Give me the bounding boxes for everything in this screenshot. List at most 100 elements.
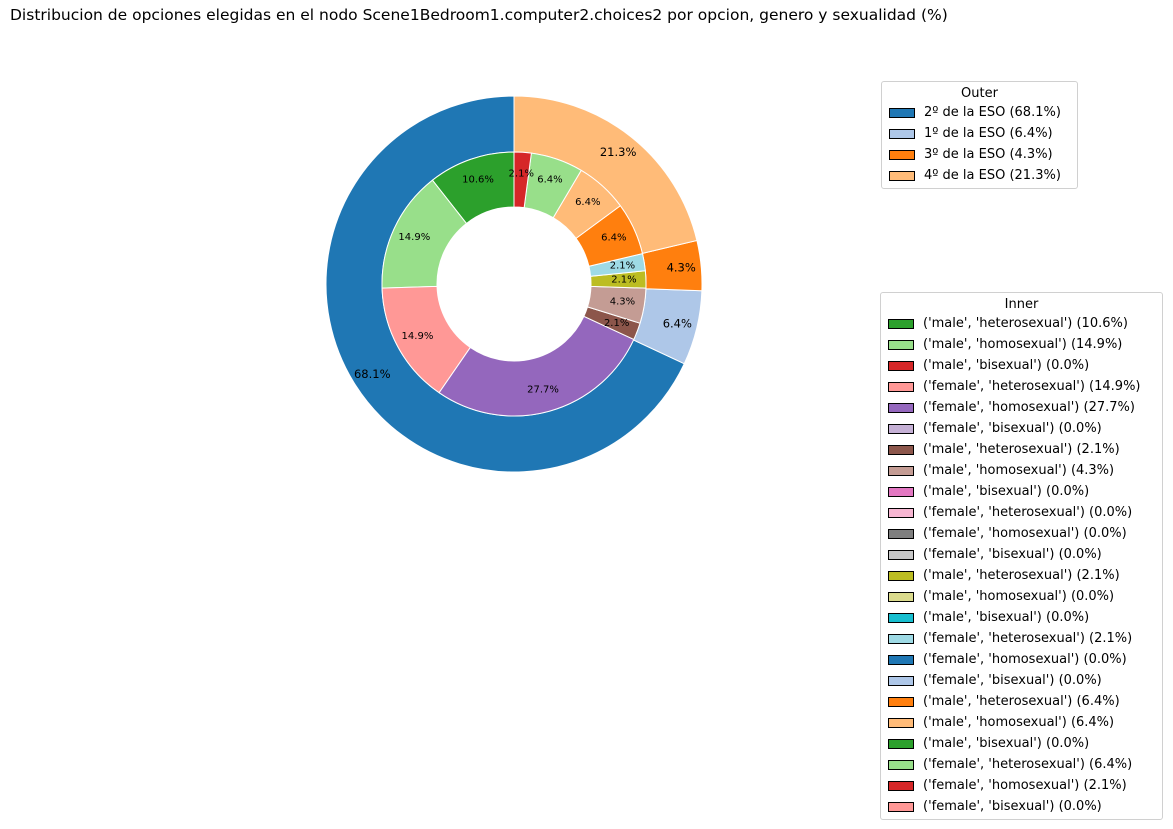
legend-inner-swatch xyxy=(888,613,914,623)
inner-value-labels: 10.6%14.9%14.9%27.7%2.1%4.3%2.1%2.1%6.4%… xyxy=(398,169,636,396)
legend-inner-label: ('female', 'homosexual') (0.0%) xyxy=(923,526,1127,541)
legend-inner-item: ('male', 'bisexual') (0.0%) xyxy=(881,357,1162,378)
legend-inner-item: ('female', 'bisexual') (0.0%) xyxy=(881,546,1162,567)
legend-inner-item: ('female', 'homosexual') (27.7%) xyxy=(881,399,1162,420)
legend-inner-swatch xyxy=(888,655,914,665)
inner-value-label: 2.1% xyxy=(604,318,629,329)
legend-inner-item: ('male', 'bisexual') (0.0%) xyxy=(881,735,1162,756)
legend-outer-swatch xyxy=(889,150,915,160)
legend-inner-swatch xyxy=(888,466,914,476)
legend-inner-label: ('male', 'homosexual') (14.9%) xyxy=(923,337,1123,352)
inner-value-label: 6.4% xyxy=(575,197,600,208)
inner-value-label: 2.1% xyxy=(611,275,636,286)
legend-outer-swatch xyxy=(889,108,915,118)
legend-outer-label: 4º de la ESO (21.3%) xyxy=(924,168,1061,183)
legend-inner-label: ('female', 'bisexual') (0.0%) xyxy=(923,547,1102,562)
legend-inner-swatch xyxy=(888,424,914,434)
outer-value-labels: 68.1% 6.4% 4.3% 21.3% xyxy=(354,145,696,381)
inner-slice xyxy=(513,151,532,209)
legend-inner-label: ('male', 'heterosexual') (2.1%) xyxy=(923,568,1120,583)
legend-outer-item: 4º de la ESO (21.3%) xyxy=(882,167,1077,188)
legend-inner-label: ('male', 'heterosexual') (10.6%) xyxy=(923,316,1128,331)
inner-value-label: 2.1% xyxy=(610,260,635,271)
chart-title: Distribucion de opciones elegidas en el … xyxy=(10,6,948,24)
legend-outer-item: 2º de la ESO (68.1%) xyxy=(882,104,1077,125)
inner-value-label: 6.4% xyxy=(537,175,562,186)
legend-inner-item: ('female', 'homosexual') (0.0%) xyxy=(881,525,1162,546)
inner-value-label: 2.1% xyxy=(509,169,534,180)
legend-inner-swatch xyxy=(888,571,914,581)
legend-inner-swatch xyxy=(888,529,914,539)
legend-inner-swatch xyxy=(888,403,914,413)
legend-inner-swatch xyxy=(888,319,914,329)
inner-ring xyxy=(381,151,647,417)
legend-inner-swatch xyxy=(888,802,914,812)
legend-inner-label: ('male', 'heterosexual') (2.1%) xyxy=(923,442,1120,457)
legend-inner-swatch xyxy=(888,550,914,560)
legend-inner-label: ('female', 'bisexual') (0.0%) xyxy=(923,799,1102,814)
legend-inner-swatch xyxy=(888,382,914,392)
legend-outer-label: 3º de la ESO (4.3%) xyxy=(924,147,1053,162)
legend-outer-items: 2º de la ESO (68.1%) 1º de la ESO (6.4%) 3… xyxy=(882,104,1077,188)
legend-inner-swatch xyxy=(888,592,914,602)
legend-inner-item: ('male', 'homosexual') (0.0%) xyxy=(881,588,1162,609)
legend-inner-item: ('female', 'homosexual') (0.0%) xyxy=(881,651,1162,672)
legend-inner-swatch xyxy=(888,718,914,728)
legend-inner-item: ('female', 'heterosexual') (0.0%) xyxy=(881,504,1162,525)
legend-inner-swatch xyxy=(888,676,914,686)
legend-outer: Outer 2º de la ESO (68.1%) 1º de la ESO (… xyxy=(881,81,1078,189)
legend-inner-label: ('male', 'bisexual') (0.0%) xyxy=(923,736,1090,751)
legend-inner-label: ('female', 'bisexual') (0.0%) xyxy=(923,421,1102,436)
legend-inner-item: ('male', 'homosexual') (4.3%) xyxy=(881,462,1162,483)
legend-inner-item: ('male', 'homosexual') (6.4%) xyxy=(881,714,1162,735)
inner-value-label: 14.9% xyxy=(402,331,434,342)
legend-inner-label: ('female', 'homosexual') (0.0%) xyxy=(923,652,1127,667)
legend-inner: Inner ('male', 'heterosexual') (10.6%) ('… xyxy=(880,292,1163,820)
outer-value-label: 68.1% xyxy=(354,367,391,381)
legend-inner-label: ('female', 'homosexual') (27.7%) xyxy=(923,400,1135,415)
legend-inner-swatch xyxy=(888,361,914,371)
legend-inner-items: ('male', 'heterosexual') (10.6%) ('male',… xyxy=(881,315,1162,819)
legend-outer-label: 1º de la ESO (6.4%) xyxy=(924,126,1053,141)
outer-value-label: 4.3% xyxy=(667,260,696,274)
legend-inner-label: ('female', 'bisexual') (0.0%) xyxy=(923,673,1102,688)
legend-inner-swatch xyxy=(888,340,914,350)
legend-inner-swatch xyxy=(888,697,914,707)
legend-inner-swatch xyxy=(888,508,914,518)
outer-value-label: 6.4% xyxy=(663,316,692,330)
outer-ring xyxy=(325,95,703,473)
legend-inner-item: ('female', 'heterosexual') (2.1%) xyxy=(881,630,1162,651)
legend-inner-item: ('male', 'heterosexual') (2.1%) xyxy=(881,567,1162,588)
legend-inner-label: ('female', 'heterosexual') (2.1%) xyxy=(923,631,1133,646)
legend-inner-item: ('male', 'heterosexual') (10.6%) xyxy=(881,315,1162,336)
legend-inner-label: ('female', 'heterosexual') (14.9%) xyxy=(923,379,1141,394)
inner-value-label: 6.4% xyxy=(601,232,626,243)
legend-inner-swatch xyxy=(888,634,914,644)
inner-value-label: 4.3% xyxy=(610,297,635,308)
legend-inner-label: ('female', 'heterosexual') (0.0%) xyxy=(923,505,1133,520)
inner-value-label: 27.7% xyxy=(527,385,559,396)
legend-inner-title: Inner xyxy=(1004,297,1039,312)
legend-inner-label: ('male', 'bisexual') (0.0%) xyxy=(923,358,1090,373)
legend-inner-label: ('female', 'heterosexual') (6.4%) xyxy=(923,757,1133,772)
legend-outer-title: Outer xyxy=(961,86,998,101)
legend-inner-label: ('male', 'homosexual') (0.0%) xyxy=(923,589,1115,604)
legend-inner-item: ('male', 'heterosexual') (2.1%) xyxy=(881,441,1162,462)
legend-outer-swatch xyxy=(889,171,915,181)
legend-inner-item: ('female', 'bisexual') (0.0%) xyxy=(881,672,1162,693)
legend-inner-swatch xyxy=(888,445,914,455)
legend-inner-item: ('female', 'homosexual') (2.1%) xyxy=(881,777,1162,798)
legend-outer-swatch xyxy=(889,129,915,139)
legend-inner-item: ('female', 'heterosexual') (6.4%) xyxy=(881,756,1162,777)
inner-value-label: 10.6% xyxy=(462,175,494,186)
legend-inner-swatch xyxy=(888,760,914,770)
legend-inner-label: ('male', 'heterosexual') (6.4%) xyxy=(923,694,1120,709)
legend-inner-item: ('male', 'bisexual') (0.0%) xyxy=(881,483,1162,504)
legend-outer-label: 2º de la ESO (68.1%) xyxy=(924,105,1061,120)
legend-inner-item: ('male', 'bisexual') (0.0%) xyxy=(881,609,1162,630)
legend-inner-item: ('male', 'homosexual') (14.9%) xyxy=(881,336,1162,357)
legend-inner-item: ('female', 'heterosexual') (14.9%) xyxy=(881,378,1162,399)
legend-outer-item: 1º de la ESO (6.4%) xyxy=(882,125,1077,146)
legend-inner-swatch xyxy=(888,781,914,791)
